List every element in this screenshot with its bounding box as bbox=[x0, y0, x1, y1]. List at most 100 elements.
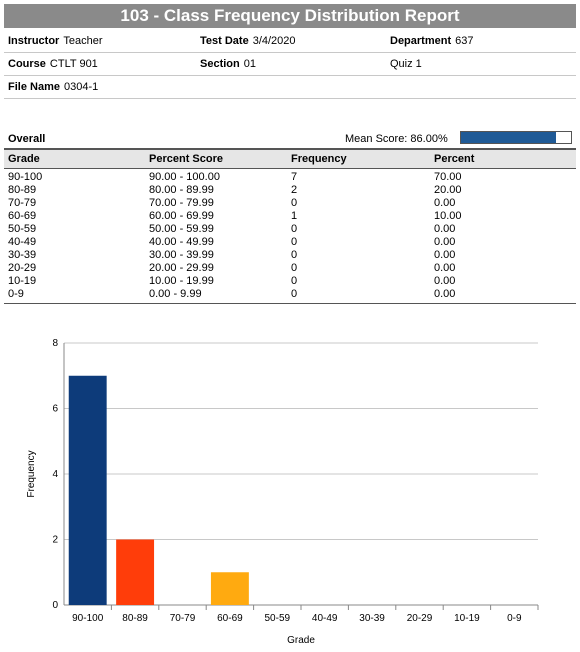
x-tick-label: 0-9 bbox=[507, 613, 522, 624]
y-tick-label: 2 bbox=[52, 535, 58, 546]
table-header: Grade Percent Score Frequency Percent bbox=[4, 148, 576, 169]
frequency-cell: 0 bbox=[291, 223, 298, 235]
x-tick-label: 40-49 bbox=[312, 613, 338, 624]
bar-60-69 bbox=[210, 572, 249, 605]
grade-cell: 70-79 bbox=[8, 197, 37, 209]
table-row: 30-39 30.00 - 39.99 0 0.00 bbox=[4, 249, 576, 262]
percent-score-cell: 20.00 - 29.99 bbox=[149, 262, 214, 274]
percent-cell: 0.00 bbox=[434, 275, 456, 287]
frequency-cell: 0 bbox=[291, 197, 298, 209]
table-row: 0-9 0.00 - 9.99 0 0.00 bbox=[4, 288, 576, 301]
percent-score-cell: 80.00 - 89.99 bbox=[149, 184, 214, 196]
header-grade: Grade bbox=[8, 153, 40, 165]
grade-cell: 10-19 bbox=[8, 275, 37, 287]
x-tick-label: 60-69 bbox=[217, 613, 243, 624]
course-label: Course bbox=[8, 58, 46, 70]
percent-score-cell: 40.00 - 49.99 bbox=[149, 236, 214, 248]
percent-cell: 70.00 bbox=[434, 171, 462, 183]
frequency-cell: 0 bbox=[291, 249, 298, 261]
report-info: Instructor Teacher Test Date 3/4/2020 Depa… bbox=[4, 30, 576, 99]
table-row: 60-69 60.00 - 69.99 1 10.00 bbox=[4, 210, 576, 223]
x-tick-label: 90-100 bbox=[72, 613, 104, 624]
test-date-field: Test Date 3/4/2020 bbox=[200, 35, 296, 47]
file-name-value: 0304-1 bbox=[63, 81, 99, 93]
x-tick-label: 80-89 bbox=[122, 613, 148, 624]
percent-cell: 10.00 bbox=[434, 210, 462, 222]
course-field: Course CTLT 901 bbox=[8, 58, 98, 70]
x-tick-label: 50-59 bbox=[265, 613, 291, 624]
x-tick-label: 20-29 bbox=[407, 613, 433, 624]
percent-score-cell: 10.00 - 19.99 bbox=[149, 275, 214, 287]
frequency-cell: 0 bbox=[291, 262, 298, 274]
overall-label: Overall bbox=[8, 133, 46, 145]
info-row-2: Course CTLT 901 Section 01 Quiz 1 bbox=[4, 53, 576, 76]
grade-cell: 0-9 bbox=[8, 288, 24, 300]
percent-cell: 0.00 bbox=[434, 288, 456, 300]
frequency-cell: 0 bbox=[291, 275, 298, 287]
mean-score-bar-fill bbox=[461, 132, 556, 143]
department-field: Department 637 bbox=[390, 35, 473, 47]
frequency-bar-chart: 0 2 4 6 8 90-100 80-89 70-79 60-69 50-59 40-49 30-3… bbox=[26, 338, 539, 646]
table-row: 40-49 40.00 - 49.99 0 0.00 bbox=[4, 236, 576, 249]
x-tick-label: 10-19 bbox=[454, 613, 480, 624]
file-name-field: File Name 0304-1 bbox=[8, 81, 98, 93]
info-row-1: Instructor Teacher Test Date 3/4/2020 Depa… bbox=[4, 30, 576, 53]
bar-80-89 bbox=[116, 539, 155, 605]
table-row: 70-79 70.00 - 79.99 0 0.00 bbox=[4, 197, 576, 210]
percent-cell: 0.00 bbox=[434, 197, 456, 209]
frequency-table: Grade Percent Score Frequency Percent 90… bbox=[4, 148, 576, 304]
percent-cell: 0.00 bbox=[434, 249, 456, 261]
grade-cell: 90-100 bbox=[8, 171, 43, 183]
table-body: 90-100 90.00 - 100.00 7 70.00 80-89 80.00 - 8… bbox=[4, 169, 576, 301]
mean-score-label: Mean Score: 86.00% bbox=[345, 133, 448, 145]
course-value: CTLT 901 bbox=[49, 58, 98, 70]
frequency-cell: 0 bbox=[291, 288, 298, 300]
x-axis-title: Grade bbox=[287, 635, 315, 646]
y-tick-label: 6 bbox=[52, 404, 58, 415]
section-value: 01 bbox=[243, 58, 256, 70]
table-row: 50-59 50.00 - 59.99 0 0.00 bbox=[4, 223, 576, 236]
percent-score-cell: 50.00 - 59.99 bbox=[149, 223, 214, 235]
grade-cell: 40-49 bbox=[8, 236, 37, 248]
frequency-cell: 0 bbox=[291, 236, 298, 248]
quiz-label: Quiz 1 bbox=[390, 58, 422, 70]
file-name-label: File Name bbox=[8, 81, 60, 93]
mean-score-bar bbox=[460, 131, 572, 144]
percent-score-cell: 70.00 - 79.99 bbox=[149, 197, 214, 209]
x-tick-label: 70-79 bbox=[170, 613, 196, 624]
frequency-cell: 7 bbox=[291, 171, 298, 183]
header-percent-score: Percent Score bbox=[149, 153, 223, 165]
test-date-value: 3/4/2020 bbox=[252, 35, 296, 47]
frequency-cell: 2 bbox=[291, 184, 298, 196]
table-row: 10-19 10.00 - 19.99 0 0.00 bbox=[4, 275, 576, 288]
header-percent: Percent bbox=[434, 153, 475, 165]
percent-score-cell: 60.00 - 69.99 bbox=[149, 210, 214, 222]
instructor-field: Instructor Teacher bbox=[8, 35, 102, 47]
header-frequency: Frequency bbox=[291, 153, 347, 165]
y-axis-title: Frequency bbox=[26, 450, 37, 497]
grade-cell: 60-69 bbox=[8, 210, 37, 222]
instructor-value: Teacher bbox=[63, 35, 103, 47]
percent-cell: 0.00 bbox=[434, 262, 456, 274]
x-tick-label: 30-39 bbox=[359, 613, 385, 624]
grade-cell: 30-39 bbox=[8, 249, 37, 261]
table-row: 80-89 80.00 - 89.99 2 20.00 bbox=[4, 184, 576, 197]
percent-score-cell: 90.00 - 100.00 bbox=[149, 171, 220, 183]
percent-score-cell: 0.00 - 9.99 bbox=[149, 288, 202, 300]
grade-cell: 80-89 bbox=[8, 184, 37, 196]
instructor-label: Instructor bbox=[8, 35, 60, 47]
report-title: 103 - Class Frequency Distribution Repor… bbox=[4, 4, 576, 28]
section-field: Section 01 bbox=[200, 58, 256, 70]
percent-cell: 20.00 bbox=[434, 184, 462, 196]
percent-score-cell: 30.00 - 39.99 bbox=[149, 249, 214, 261]
percent-cell: 0.00 bbox=[434, 236, 456, 248]
table-bottom-rule bbox=[4, 303, 576, 304]
info-row-3: File Name 0304-1 bbox=[4, 76, 576, 99]
y-tick-label: 8 bbox=[52, 338, 58, 349]
grade-cell: 20-29 bbox=[8, 262, 37, 274]
section-label: Section bbox=[200, 58, 240, 70]
y-tick-label: 0 bbox=[52, 600, 58, 611]
y-tick-label: 4 bbox=[52, 469, 58, 480]
table-row: 90-100 90.00 - 100.00 7 70.00 bbox=[4, 171, 576, 184]
frequency-cell: 1 bbox=[291, 210, 298, 222]
